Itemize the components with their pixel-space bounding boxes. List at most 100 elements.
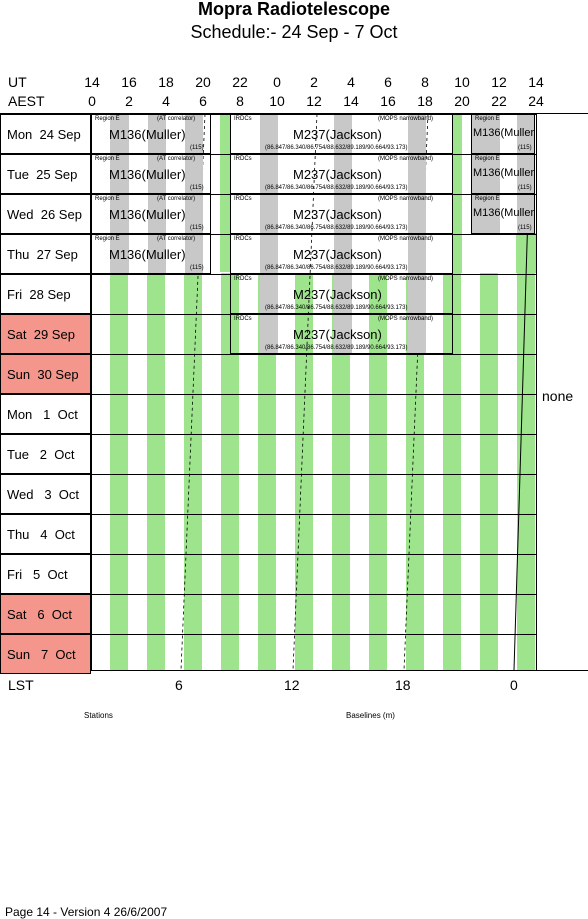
night-band-overlay [408, 315, 426, 353]
m237-block[interactable]: IRDCs (MOPS narrowband) M237(Jackson) (86.8… [230, 234, 453, 274]
lst-label: LST [8, 677, 34, 693]
project-number: (115) [190, 265, 204, 271]
irdc-label: IRDCs [234, 316, 252, 322]
irdc-label: IRDCs [234, 276, 252, 282]
aest-hour: 2 [125, 93, 133, 109]
region-label: Region E [95, 236, 120, 242]
project-name: M237(Jackson) [293, 127, 382, 142]
ut-hour: 12 [491, 74, 507, 90]
project-name: M136(Muller) [473, 207, 535, 219]
night-band-overlay [334, 155, 352, 193]
lst-tick-6: 6 [175, 677, 183, 693]
day-label: Wed 26 Sep [0, 194, 91, 234]
m136-block-late[interactable]: Region E M136(Muller) (115) [471, 154, 535, 194]
ut-hour: 20 [195, 74, 211, 90]
night-band-overlay [148, 115, 166, 153]
ut-hour: 14 [84, 74, 100, 90]
night-band [221, 273, 239, 670]
region-label: Region E [475, 156, 500, 162]
project-name: M237(Jackson) [293, 287, 382, 302]
schedule-subtitle: Schedule:- 24 Sep - 7 Oct [190, 22, 398, 42]
day-label: Mon 24 Sep [0, 114, 91, 154]
project-name: M136(Muller) [473, 127, 535, 139]
night-band-overlay [334, 235, 352, 273]
region-label: Region E [95, 196, 120, 202]
region-label: Region E [475, 116, 500, 122]
project-number: (115) [190, 185, 204, 191]
night-band-overlay [110, 195, 129, 233]
aest-hour: 18 [417, 93, 433, 109]
night-band [516, 233, 536, 273]
ut-hour: 14 [528, 74, 544, 90]
night-band [220, 113, 230, 272]
correlator-label: (AT correlator) [157, 236, 196, 242]
day-label: Wed 3 Oct [0, 474, 91, 514]
night-band [406, 273, 424, 670]
project-name: M136(Muller) [109, 247, 186, 262]
day-label: Thu 27 Sep [0, 234, 91, 274]
aest-hour: 4 [162, 93, 170, 109]
day-row [91, 354, 536, 394]
ut-hour: 0 [273, 74, 281, 90]
project-name: M136(Muller) [473, 167, 535, 179]
correlator-label: (AT correlator) [157, 196, 196, 202]
aest-hour: 22 [491, 93, 507, 109]
project-number: (115) [190, 145, 204, 151]
stations-label: Stations [84, 711, 113, 720]
day-row [91, 434, 536, 474]
aest-hour: 10 [269, 93, 285, 109]
day-row [91, 634, 536, 674]
night-band-overlay [408, 155, 426, 193]
aest-hour: 16 [380, 93, 396, 109]
night-band-overlay [408, 115, 426, 153]
night-band-overlay [260, 275, 278, 313]
night-band-overlay [408, 235, 426, 273]
mode-label: (MOPS narrowband) [378, 276, 434, 282]
m136-block[interactable]: Region E (AT correlator) M136(Muller) (115) [91, 194, 211, 234]
aest-hour: 24 [528, 93, 544, 109]
night-band [517, 273, 535, 670]
m136-block[interactable]: Region E (AT correlator) M136(Muller) (115) [91, 154, 211, 194]
mode-label: (MOPS narrowband) [378, 236, 434, 242]
night-band-overlay [148, 235, 166, 273]
correlator-label: (AT correlator) [157, 116, 196, 122]
night-band-overlay [334, 195, 352, 233]
aest-hour: 8 [236, 93, 244, 109]
grid-left-line [91, 113, 92, 671]
day-label: Sun 7 Oct [0, 634, 91, 674]
m237-block[interactable]: IRDCs (MOPS narrowband) M237(Jackson) (86.8… [230, 194, 453, 234]
correlator-label: (AT correlator) [157, 156, 196, 162]
night-band-overlay [185, 235, 203, 273]
project-name: M237(Jackson) [293, 327, 382, 342]
night-band-overlay [334, 275, 352, 313]
m237-block[interactable]: IRDCs (MOPS narrowband) M237(Jackson) (86.8… [230, 314, 453, 354]
m136-block-late[interactable]: Region E M136(Muller) (115) [471, 194, 535, 234]
night-band [480, 273, 498, 670]
day-label: Sun 30 Sep [0, 354, 91, 394]
day-row [91, 394, 536, 434]
night-band-overlay [260, 315, 278, 353]
m136-block-late[interactable]: Region E M136(Muller) (115) [471, 114, 535, 154]
day-label: Sat 6 Oct [0, 594, 91, 634]
project-name: M136(Muller) [109, 207, 186, 222]
night-band-overlay [260, 115, 278, 153]
ut-hour: 16 [121, 74, 137, 90]
m136-block[interactable]: Region E (AT correlator) M136(Muller) (115) [91, 234, 211, 274]
m136-block[interactable]: Region E (AT correlator) M136(Muller) (115) [91, 114, 211, 154]
night-band-overlay [260, 195, 278, 233]
m237-block[interactable]: IRDCs (MOPS narrowband) M237(Jackson) (86.8… [230, 274, 453, 314]
ut-hour: 18 [158, 74, 174, 90]
m237-block[interactable]: IRDCs (MOPS narrowband) M237(Jackson) (86.8… [230, 154, 453, 194]
footer: Page 14 - Version 4 26/6/2007 [5, 905, 168, 919]
night-band [369, 273, 387, 670]
night-band-overlay [408, 275, 426, 313]
ut-hour: 2 [310, 74, 318, 90]
aest-hour: 20 [454, 93, 470, 109]
ut-hour: 6 [384, 74, 392, 90]
night-band [258, 273, 276, 670]
night-band-overlay [185, 115, 203, 153]
night-band-overlay [260, 235, 278, 273]
project-number: (115) [190, 225, 204, 231]
ut-label: UT [8, 74, 27, 90]
m237-block[interactable]: IRDCs (MOPS narrowband) M237(Jackson) (86.8… [230, 114, 453, 154]
